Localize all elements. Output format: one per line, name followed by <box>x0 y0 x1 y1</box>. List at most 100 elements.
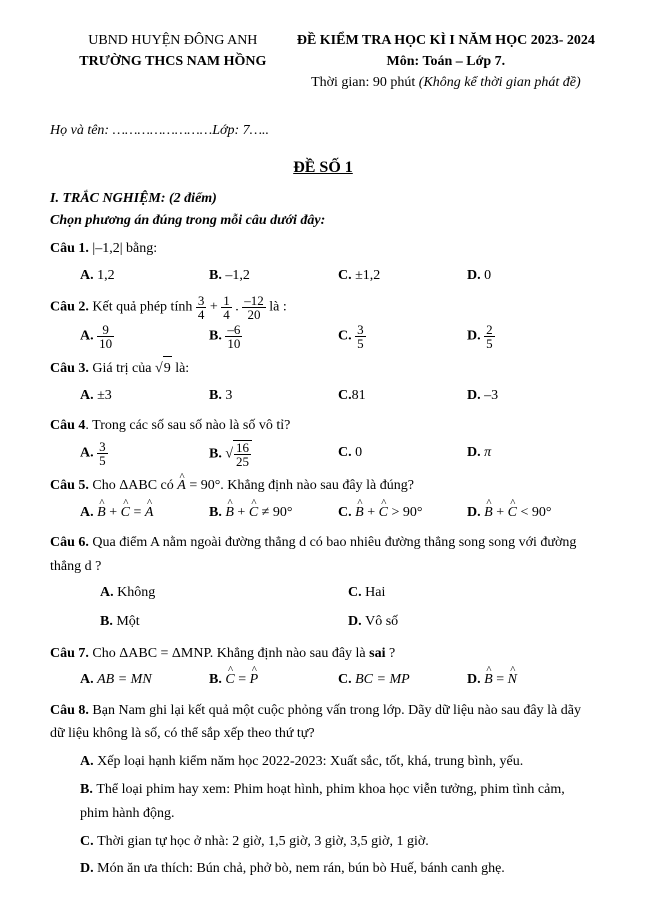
q5a-c: C <box>121 500 130 525</box>
q1-b-val: –1,2 <box>225 268 250 283</box>
class-label: Lớp: <box>212 123 242 138</box>
q1-abs-close: | bằng: <box>120 241 157 256</box>
q5a-a: A <box>145 500 154 525</box>
q3-label: Câu 3. <box>50 361 92 376</box>
name-label: Họ và tên: <box>50 123 113 138</box>
q2-f3n: –12 <box>242 294 266 308</box>
q2-opt-b: B. –610 <box>209 323 338 350</box>
de-so: ĐỀ SỐ 1 <box>50 159 596 177</box>
section-title: I. TRẮC NGHIỆM: (2 điểm) <box>50 191 596 207</box>
q5d-lt: < 90° <box>517 505 552 520</box>
q1-a-val: 1,2 <box>97 268 115 283</box>
q6-c: Hai <box>365 585 385 600</box>
q6-a: Không <box>117 585 155 600</box>
exam-subject: Môn: Toán – Lớp 7. <box>296 51 596 72</box>
q4-label: Câu 4 <box>50 418 85 433</box>
q3-options: A. ±3 B. 3 C.81 D. –3 <box>80 383 596 408</box>
q5-label: Câu 5. <box>50 478 92 493</box>
q2-b-d: 10 <box>225 337 242 350</box>
q4-opt-c: C. 0 <box>338 440 467 468</box>
question-3: Câu 3. Giá trị của √9 là: <box>50 356 596 381</box>
q7-c: BC = MP <box>355 672 410 687</box>
q7-sai: sai <box>369 646 385 661</box>
q8-opt-d: D. Món ăn ưa thích: Bún chả, phở bò, nem… <box>80 857 596 881</box>
q6-text: Qua điểm A nằm ngoài đường thẳng d có ba… <box>50 535 576 574</box>
q7-label: Câu 7. <box>50 646 92 661</box>
q3-opt-d: D. –3 <box>467 383 596 408</box>
q4-options: A. 35 B. √1625 C. 0 D. π <box>80 440 596 468</box>
q1-options: A. 1,2 B. –1,2 C. ±1,2 D. 0 <box>80 263 596 288</box>
q5-opt-c: C. B + C > 90° <box>338 500 467 525</box>
q7-text: Cho ΔABC = ΔMNP. Khẳng định nào sau đây … <box>92 646 369 661</box>
q1-val: –1,2 <box>95 241 120 256</box>
q6-opt-c: C. Hai <box>348 580 596 607</box>
question-1: Câu 1. |–1,2| bằng: <box>50 237 596 261</box>
q3-suffix: là: <box>175 361 189 376</box>
q7-opt-a: A. AB = MN <box>80 667 209 692</box>
q7-opt-b: B. C = P <box>209 667 338 692</box>
q2-c-d: 5 <box>355 337 366 350</box>
question-8: Câu 8. Bạn Nam ghi lại kết quả một cuộc … <box>50 699 596 747</box>
school-name: TRƯỜNG THCS NAM HỒNG <box>50 51 296 72</box>
q5a-eq: = <box>130 505 145 520</box>
q4-opt-b: B. √1625 <box>209 440 338 468</box>
exam-time: Thời gian: 90 phút (Không kể thời gian p… <box>296 72 596 93</box>
q7-d-l: B <box>484 667 493 692</box>
q4-a-n: 3 <box>97 440 108 454</box>
q2-d-d: 5 <box>484 337 495 350</box>
header-right: ĐỀ KIỂM TRA HỌC KÌ I NĂM HỌC 2023- 2024 … <box>296 30 596 93</box>
q5-opt-d: D. B + C < 90° <box>467 500 596 525</box>
q5b-c: C <box>249 500 258 525</box>
q6-options-row1: A. Không C. Hai <box>100 580 596 607</box>
q3-text: Giá trị của <box>92 361 155 376</box>
exam-page: UBND HUYỆN ĐÔNG ANH TRƯỜNG THCS NAM HỒNG… <box>0 0 646 905</box>
q8-d: Món ăn ưa thích: Bún chả, phở bò, nem rá… <box>97 861 505 876</box>
q8-opt-c: C. Thời gian tự học ở nhà: 2 giờ, 1,5 gi… <box>80 830 596 854</box>
q5d-c: C <box>508 500 517 525</box>
q2-frac2: 14 <box>221 294 232 321</box>
q6-opt-b: B. Một <box>100 609 348 636</box>
q5-opt-a: A. B + C = A <box>80 500 209 525</box>
exam-title: ĐỀ KIỂM TRA HỌC KÌ I NĂM HỌC 2023- 2024 <box>296 30 596 51</box>
q2-f1d: 4 <box>196 308 207 321</box>
q2-opt-c: C. 35 <box>338 323 467 350</box>
q4-opt-a: A. 35 <box>80 440 209 468</box>
q2-suffix: là : <box>269 300 287 315</box>
q2-f2d: 4 <box>221 308 232 321</box>
q8-c: Thời gian tự học ở nhà: 2 giờ, 1,5 giờ, … <box>97 834 429 849</box>
q3-opt-a: A. ±3 <box>80 383 209 408</box>
q3-opt-c: C.81 <box>338 383 467 408</box>
q2-a-n: 9 <box>97 323 114 337</box>
q5a-b: B <box>97 500 106 525</box>
q2-a-d: 10 <box>97 337 114 350</box>
q1-opt-b: B. –1,2 <box>209 263 338 288</box>
q8-b: Thể loại phim hay xem: Phim hoạt hình, p… <box>80 782 565 821</box>
q3-a: ±3 <box>97 388 112 403</box>
name-dots: …………………… <box>113 123 213 138</box>
name-line: Họ và tên: ……………………Lớp: 7….. <box>50 123 596 139</box>
q6-options-row2: B. Một D. Vô số <box>100 609 596 636</box>
q1-opt-c: C. ±1,2 <box>338 263 467 288</box>
q8-a: Xếp loại hạnh kiểm năm học 2022-2023: Xu… <box>97 754 523 769</box>
q1-c-val: ±1,2 <box>355 268 380 283</box>
q5d-b: B <box>484 500 493 525</box>
q1-opt-d: D. 0 <box>467 263 596 288</box>
time-prefix: Thời gian: 90 phút <box>311 75 419 90</box>
q2-d-n: 2 <box>484 323 495 337</box>
q2-options: A. 910 B. –610 C. 35 D. 25 <box>80 323 596 350</box>
question-4: Câu 4. Trong các số sau số nào là số vô … <box>50 414 596 438</box>
q7-options: A. AB = MN B. C = P C. BC = MP D. B = N <box>80 667 596 692</box>
q5c-b: B <box>355 500 364 525</box>
q5c-c: C <box>379 500 388 525</box>
q2-c-n: 3 <box>355 323 366 337</box>
q4-d: π <box>484 445 491 460</box>
q4-text: . Trong các số sau số nào là số vô tỉ? <box>85 418 290 433</box>
q5-angle-a: A <box>177 474 186 498</box>
q2-frac1: 34 <box>196 294 207 321</box>
q4-b-d: 25 <box>234 455 251 468</box>
q2-f2n: 1 <box>221 294 232 308</box>
q5-text-mid: = 90°. Khẳng định nào sau đây là đúng? <box>189 478 414 493</box>
q7-opt-c: C. BC = MP <box>338 667 467 692</box>
q6-label: Câu 6. <box>50 535 92 550</box>
time-note: (Không kể thời gian phát đề) <box>419 75 581 90</box>
